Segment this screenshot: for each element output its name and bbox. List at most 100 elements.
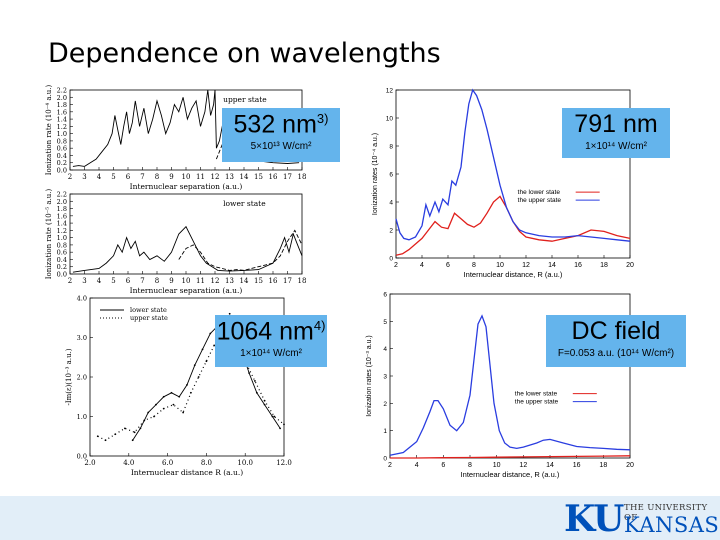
x-tick-label: 8 bbox=[155, 173, 159, 181]
x-tick-label: 14 bbox=[240, 277, 249, 285]
y-axis-label: Ionization rate (10⁻⁵ a.u.) bbox=[45, 188, 53, 279]
x-tick-label: 8.0 bbox=[201, 459, 212, 467]
y-tick-label: 1.0 bbox=[57, 234, 67, 242]
y-tick-label: 5 bbox=[383, 319, 387, 326]
x-tick-label: 11 bbox=[196, 277, 205, 285]
x-tick-label: 2.0 bbox=[84, 459, 95, 467]
y-tick-label: 0.6 bbox=[57, 249, 67, 257]
x-tick-label: 4 bbox=[415, 462, 419, 469]
y-tick-label: 6 bbox=[389, 172, 393, 179]
series-line-0 bbox=[395, 195, 631, 256]
y-axis-label: -Im(ε)(10⁻³ a.u.) bbox=[65, 348, 73, 405]
x-tick-label: 5 bbox=[111, 277, 115, 285]
data-point bbox=[186, 384, 188, 386]
footer-bar bbox=[0, 496, 720, 540]
y-tick-label: 1 bbox=[383, 428, 387, 435]
y-tick-label: 0.8 bbox=[57, 137, 67, 145]
y-tick-label: 2 bbox=[383, 401, 387, 408]
x-tick-label: 4.0 bbox=[123, 459, 134, 467]
x-tick-label: 16 bbox=[574, 262, 582, 269]
x-tick-label: 2 bbox=[68, 277, 72, 285]
x-tick-label: 8 bbox=[468, 462, 472, 469]
x-tick-label: 18 bbox=[600, 262, 608, 269]
y-axis-label: Ionization rates (10⁻⁴ a.u.) bbox=[372, 133, 379, 215]
label-532nm: 532 nm3) 5×10¹³ W/cm² bbox=[222, 108, 340, 162]
x-tick-label: 5 bbox=[111, 173, 115, 181]
x-axis-label: Internuclear separation (a.u.) bbox=[130, 286, 243, 295]
y-tick-label: 1.0 bbox=[77, 413, 87, 421]
y-tick-label: 0.0 bbox=[77, 453, 87, 461]
x-tick-label: 9 bbox=[169, 173, 173, 181]
chart-dc: 2 4 6 8 10 12 14 16 18 20 0 1 2 3 4 5 6 Internuclear dist… bbox=[360, 288, 640, 488]
data-point bbox=[143, 419, 146, 422]
label-1064nm: 1064 nm4) 1×10¹⁴ W/cm² bbox=[215, 315, 327, 367]
y-tick-label: 1.0 bbox=[57, 130, 67, 138]
x-axis-label: Internuclear separation (a.u.) bbox=[130, 182, 243, 191]
x-tick-label: 9 bbox=[169, 277, 173, 285]
data-point bbox=[131, 439, 134, 442]
x-tick-label: 12 bbox=[211, 173, 220, 181]
x-tick-label: 12 bbox=[211, 277, 220, 285]
series-line-0 bbox=[390, 455, 631, 459]
series-line-1 bbox=[389, 314, 631, 456]
x-tick-label: 10 bbox=[496, 262, 504, 269]
x-tick-label: 6 bbox=[441, 462, 445, 469]
data-point bbox=[255, 391, 258, 394]
y-tick-label: 12 bbox=[386, 88, 394, 95]
x-tick-label: 17 bbox=[283, 173, 292, 181]
data-point bbox=[172, 403, 175, 406]
x-tick-label: 13 bbox=[225, 173, 234, 181]
y-tick-label: 4.0 bbox=[77, 295, 87, 303]
y-tick-label: 2.2 bbox=[57, 191, 67, 199]
y-tick-label: 1.4 bbox=[57, 116, 67, 124]
x-tick-label: 11 bbox=[196, 173, 205, 181]
data-point bbox=[201, 348, 204, 351]
x-tick-label: 17 bbox=[283, 277, 292, 285]
chart-791: 2 4 6 8 10 12 14 16 18 20 0 2 4 6 8 10 12 Internuclear di… bbox=[360, 82, 640, 288]
y-tick-label: 0.8 bbox=[57, 241, 67, 249]
y-tick-label: 1.4 bbox=[57, 220, 67, 228]
data-point bbox=[271, 415, 274, 418]
y-axis-label: Ionization rates (10⁻³ a.u.) bbox=[366, 335, 373, 417]
data-point bbox=[197, 376, 200, 378]
data-point bbox=[133, 431, 136, 434]
data-point bbox=[213, 344, 216, 347]
label-791nm: 791 nm 1×10¹⁴ W/cm² bbox=[562, 108, 670, 158]
series-line-0 bbox=[132, 317, 281, 441]
data-point bbox=[124, 427, 126, 430]
data-point bbox=[228, 312, 231, 315]
x-tick-label: 16 bbox=[269, 173, 278, 181]
x-tick-label: 7 bbox=[140, 277, 144, 285]
y-tick-label: 6 bbox=[383, 292, 387, 299]
data-point bbox=[155, 403, 157, 406]
y-tick-label: 8 bbox=[389, 144, 393, 151]
x-tick-label: 6 bbox=[126, 277, 131, 285]
x-tick-label: 6 bbox=[126, 173, 131, 181]
y-tick-label: 0.0 bbox=[57, 271, 67, 279]
series-line-1 bbox=[395, 88, 631, 242]
x-tick-label: 15 bbox=[254, 277, 263, 285]
legend-label: the upper state bbox=[515, 399, 559, 406]
series-line-1 bbox=[97, 312, 285, 441]
legend-label: the upper state bbox=[518, 197, 562, 204]
x-tick-label: 6.0 bbox=[162, 459, 173, 467]
x-tick-label: 3 bbox=[82, 277, 86, 285]
x-tick-label: 16 bbox=[269, 277, 278, 285]
ku-logo: KU THE UNIVERSITY OF KANSAS bbox=[564, 498, 720, 540]
legend-label: lower state bbox=[130, 306, 167, 314]
legend-label: the lower state bbox=[515, 391, 558, 398]
series-line-0 bbox=[72, 89, 300, 167]
x-tick-label: 4 bbox=[97, 277, 102, 285]
x-tick-label: 10 bbox=[493, 462, 501, 469]
x-tick-label: 8 bbox=[155, 277, 159, 285]
y-tick-label: 1.6 bbox=[57, 212, 67, 220]
y-tick-label: 0.2 bbox=[57, 159, 67, 167]
x-tick-label: 10.0 bbox=[237, 459, 253, 467]
data-point bbox=[153, 415, 155, 418]
x-tick-label: 18 bbox=[298, 277, 307, 285]
data-point bbox=[178, 395, 181, 398]
y-tick-label: 10 bbox=[386, 116, 394, 123]
y-tick-label: 0.2 bbox=[57, 263, 67, 271]
y-tick-label: 2.0 bbox=[57, 94, 67, 102]
y-tick-label: 0 bbox=[389, 256, 393, 263]
